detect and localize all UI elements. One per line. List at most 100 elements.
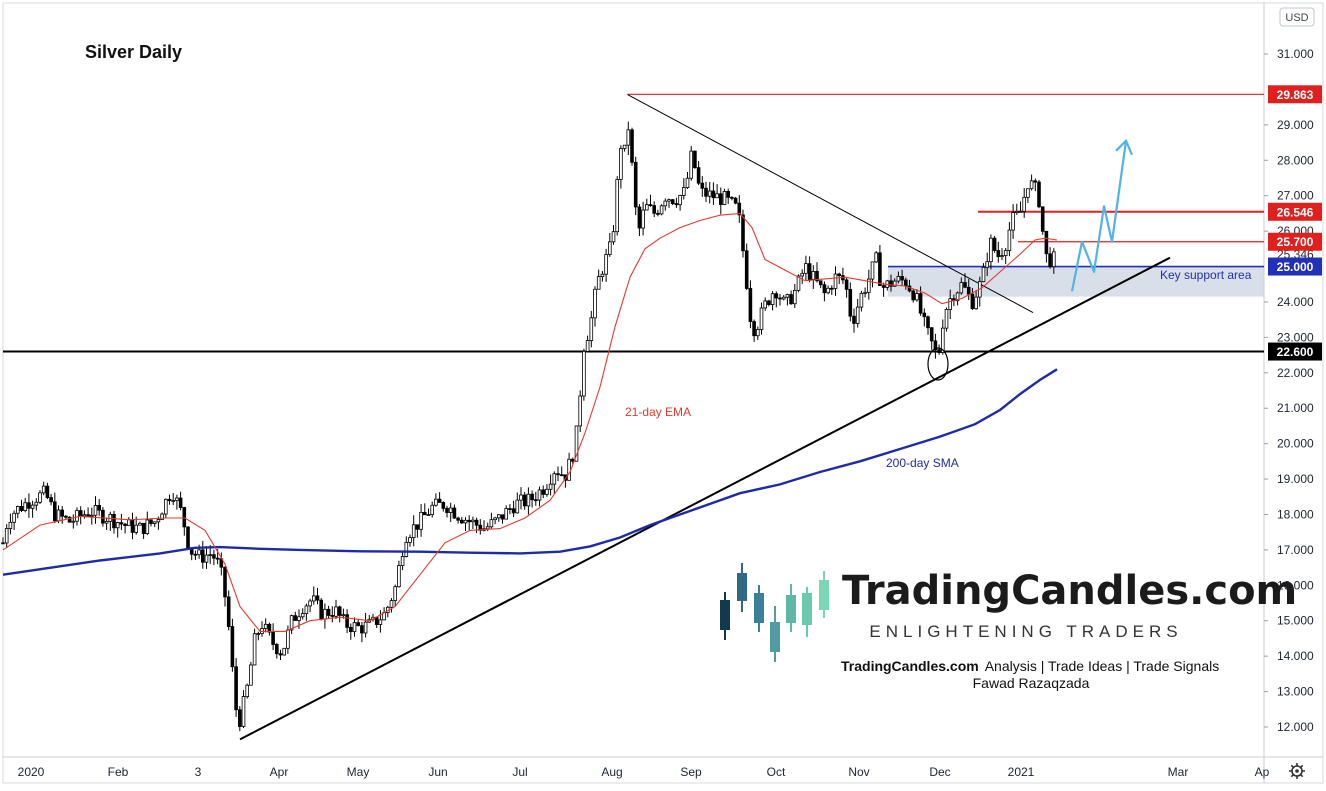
candle-up (241, 696, 246, 727)
level-badge-label: 25.700 (1277, 235, 1314, 249)
candle-down (696, 167, 701, 184)
x-tick-label: Mar (1168, 765, 1189, 779)
candle-up (4, 528, 9, 544)
candle-up (23, 502, 27, 511)
candle-down (337, 606, 342, 616)
candle-down (212, 554, 216, 559)
candle-up (800, 272, 804, 277)
candle-down (822, 284, 827, 294)
candle-down (186, 526, 190, 549)
candle-down (830, 287, 834, 290)
candle-up (574, 425, 579, 462)
candle-up (715, 193, 719, 199)
gear-icon[interactable] (1289, 763, 1305, 779)
candle-down (559, 474, 564, 477)
candle-down (933, 340, 938, 351)
candle-down (1044, 230, 1049, 255)
candle-up (948, 298, 952, 310)
currency-badge[interactable] (1279, 7, 1315, 27)
candle-down (356, 622, 360, 627)
candle-up (15, 506, 20, 514)
level-badge (1268, 85, 1322, 104)
candle-up (134, 524, 139, 533)
candle-up (593, 288, 597, 319)
candle-down (778, 297, 782, 300)
candle-down (966, 286, 971, 295)
candle-up (163, 498, 168, 515)
candle-down (648, 204, 653, 207)
x-tick-label: Oct (767, 765, 786, 779)
candle-up (667, 199, 671, 202)
candle-up (781, 296, 786, 300)
candle-up (286, 629, 290, 649)
y-tick-label: 21.000 (1277, 401, 1314, 415)
candle-down (234, 666, 238, 711)
candle-up (985, 261, 989, 268)
candle-down (926, 316, 930, 329)
candle-up (600, 273, 605, 277)
candle-up (41, 485, 46, 494)
candle-down (49, 497, 53, 503)
candle-up (604, 254, 608, 275)
level-badge (1268, 232, 1322, 251)
candle-up (548, 483, 553, 490)
candle-down (711, 190, 716, 199)
candle-down (223, 566, 227, 598)
candle-down (500, 514, 505, 520)
candle-up (981, 266, 986, 283)
candle-up (411, 524, 416, 538)
candle-up (304, 605, 309, 614)
candle-down (881, 285, 886, 288)
candle-down (693, 150, 697, 168)
candle-up (863, 291, 867, 294)
candle-up (578, 395, 582, 427)
candle-down (918, 293, 923, 314)
candle-up (12, 512, 16, 523)
x-tick-label: Jun (428, 765, 447, 779)
candle-down (141, 522, 146, 535)
candle-up (300, 613, 305, 618)
candle-down (437, 498, 442, 503)
candle-down (534, 499, 538, 502)
level-badge-label: 22.600 (1277, 345, 1314, 359)
candle-up (896, 276, 901, 282)
candle-down (101, 509, 105, 524)
y-tick-label: 16.000 (1277, 578, 1314, 592)
candle-up (38, 492, 42, 503)
candle-down (996, 250, 1001, 258)
candle-up (685, 177, 690, 188)
candle-up (249, 664, 253, 686)
y-tick-label: 29.000 (1277, 118, 1314, 132)
candle-up (793, 289, 797, 305)
candle-up (678, 195, 682, 206)
candle-up (689, 150, 693, 179)
candle-up (256, 633, 261, 635)
candle-down (1, 542, 5, 545)
candle-down (1033, 180, 1038, 183)
y-tick-label: 20.000 (1277, 437, 1314, 451)
candle-up (1015, 210, 1019, 213)
candle-down (522, 494, 527, 507)
candle-up (770, 293, 775, 305)
candle-up (127, 519, 131, 527)
y-tick-label: 13.000 (1277, 685, 1314, 699)
brand-site: TradingCandles.com (841, 658, 979, 674)
candle-up (892, 280, 897, 287)
candle-up (589, 317, 594, 341)
candle-up (1026, 188, 1030, 198)
candle-down (541, 489, 545, 495)
y-tick-label: 15.000 (1277, 614, 1314, 628)
candle-up (389, 600, 394, 608)
candle-down (60, 509, 64, 517)
x-tick-label: Feb (108, 765, 129, 779)
brand-info-line: TradingCandles.com Analysis | Trade Ideas… (841, 658, 1219, 674)
candle-down (97, 505, 102, 511)
candle-up (756, 329, 760, 337)
candle-up (323, 608, 327, 620)
candle-up (608, 241, 612, 255)
candle-up (619, 148, 623, 180)
candle-up (34, 501, 39, 506)
candle-up (430, 504, 434, 515)
candle-down (178, 497, 183, 508)
